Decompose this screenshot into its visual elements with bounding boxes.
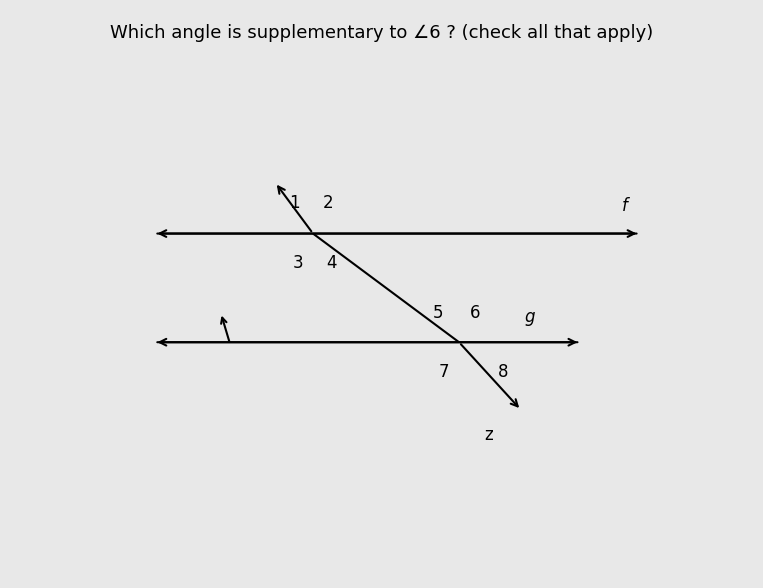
Text: f: f	[622, 198, 627, 215]
Text: 7: 7	[439, 363, 449, 380]
Text: 6: 6	[470, 304, 481, 322]
Text: 5: 5	[433, 304, 443, 322]
Text: g: g	[525, 308, 536, 326]
Text: Which angle is supplementary to ∠6 ? (check all that apply): Which angle is supplementary to ∠6 ? (ch…	[110, 24, 653, 42]
Text: 8: 8	[498, 363, 509, 380]
Text: 1: 1	[288, 194, 299, 212]
Text: 3: 3	[293, 254, 304, 272]
Text: 2: 2	[323, 194, 333, 212]
Text: 4: 4	[327, 254, 337, 272]
Text: z: z	[485, 426, 493, 444]
